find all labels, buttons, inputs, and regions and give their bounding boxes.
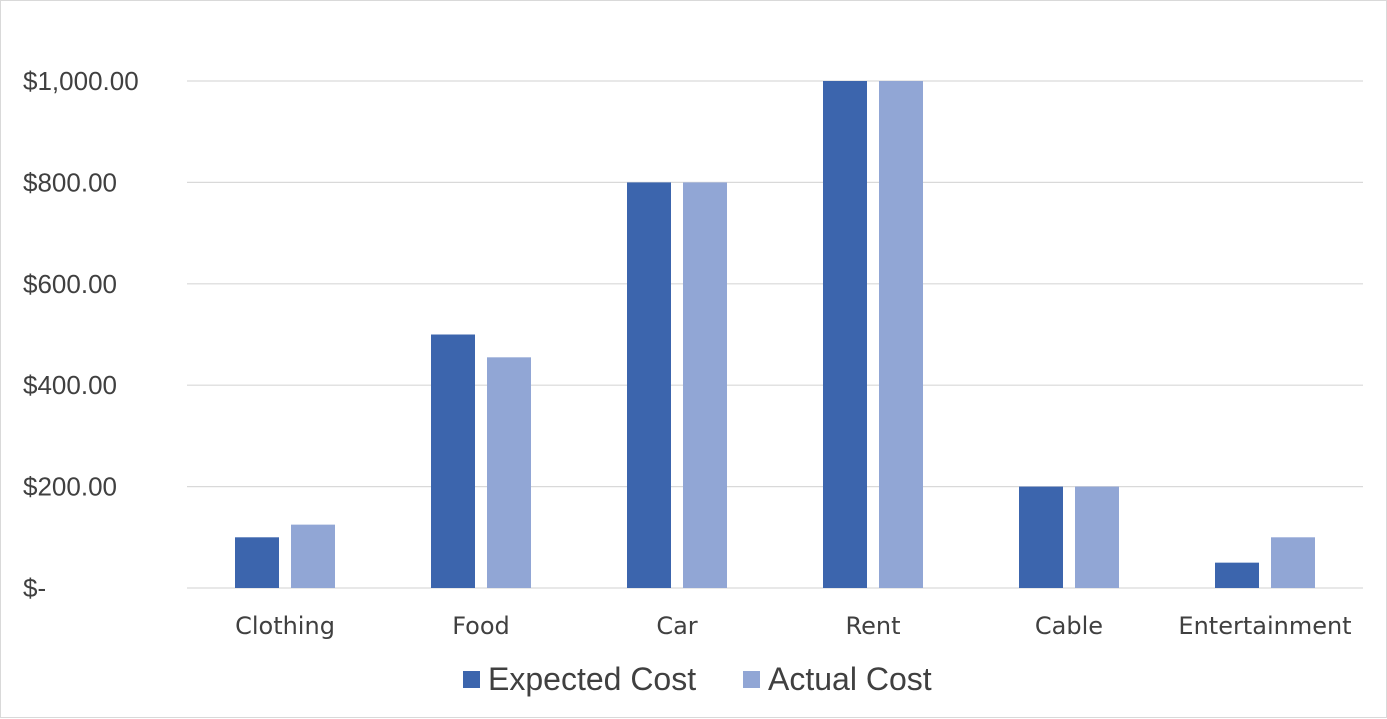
bar-expected-cost-entertainment [1215,562,1259,588]
x-axis-tick-labels: Clothing Food Car Rent Cable Entertainment [235,612,1352,640]
x-tick-label: Cable [1035,612,1103,640]
bar-actual-cost-rent [879,81,923,588]
legend-label-expected-cost: Expected Cost [488,661,696,697]
legend: Expected Cost Actual Cost [463,661,932,697]
y-tick-label: $600.00 [23,269,117,299]
bar-expected-cost-rent [823,81,867,588]
bar-actual-cost-entertainment [1271,537,1315,588]
bar-expected-cost-car [627,182,671,588]
bar-actual-cost-cable [1075,486,1119,588]
y-tick-label: $800.00 [23,167,117,197]
bars [235,81,1315,588]
x-tick-label: Entertainment [1178,612,1351,640]
bar-actual-cost-food [487,357,531,588]
bar-expected-cost-cable [1019,486,1063,588]
y-axis-tick-labels: $- $200.00 $400.00 $600.00 $800.00 $1,000.00 [23,66,139,603]
bar-expected-cost-clothing [235,537,279,588]
x-tick-label: Rent [846,612,901,640]
x-tick-label: Clothing [235,612,335,640]
legend-swatch-expected-cost [463,671,480,688]
bar-actual-cost-car [683,182,727,588]
gridlines [187,80,1363,589]
x-tick-label: Food [452,612,510,640]
legend-label-actual-cost: Actual Cost [768,661,932,697]
y-tick-label: $200.00 [23,472,117,502]
y-tick-label: $- [23,573,46,603]
bar-actual-cost-clothing [291,524,335,588]
x-tick-label: Car [656,612,697,640]
y-tick-label: $400.00 [23,370,117,400]
y-tick-label: $1,000.00 [23,66,139,96]
legend-swatch-actual-cost [743,671,760,688]
bar-expected-cost-food [431,334,475,588]
